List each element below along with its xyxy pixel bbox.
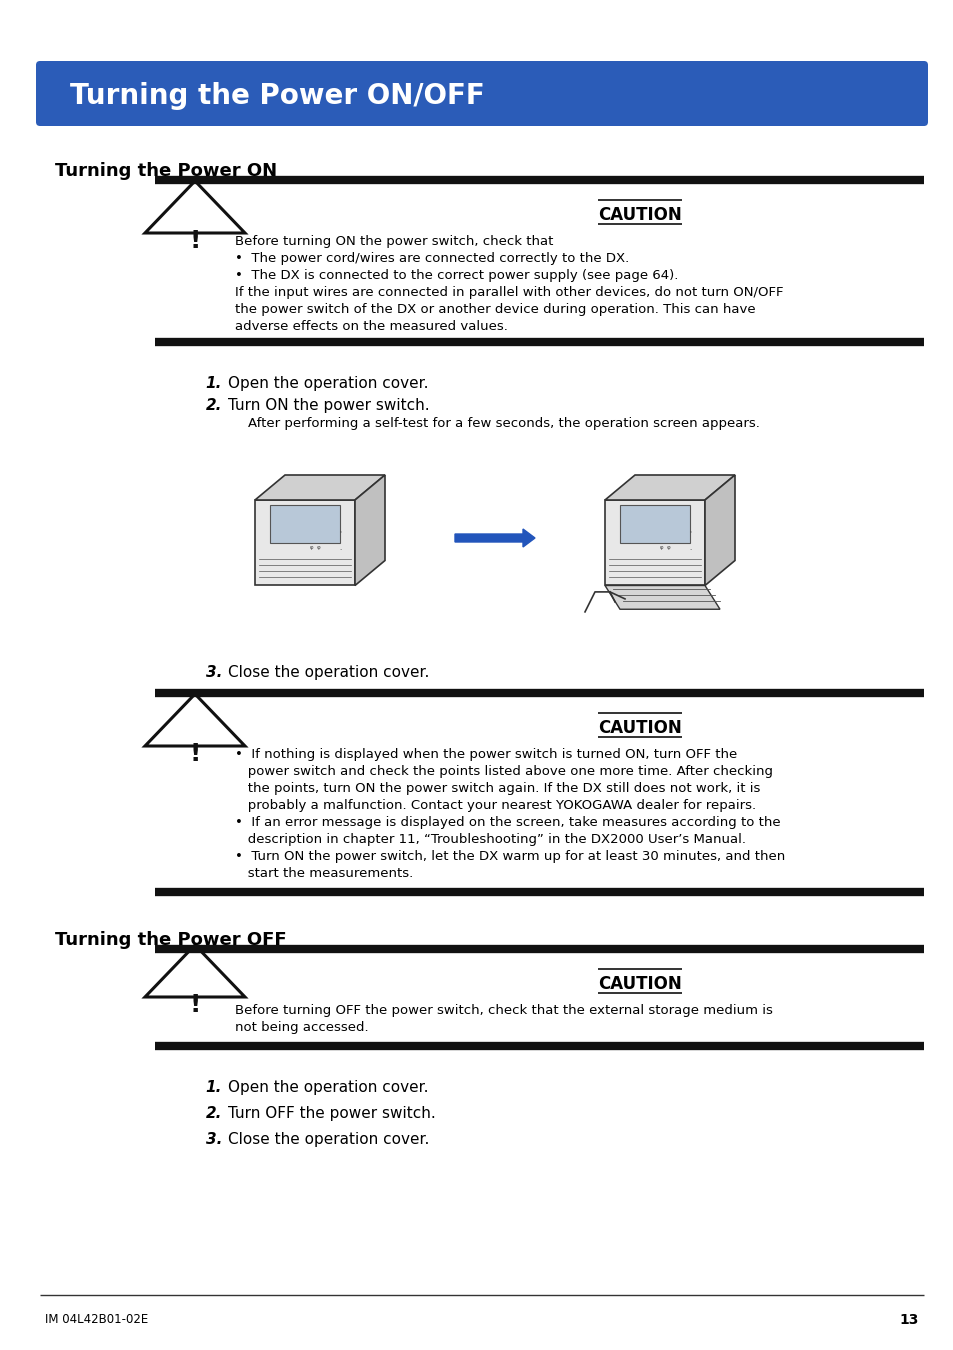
Text: IM 04L42B01-02E: IM 04L42B01-02E	[45, 1314, 148, 1326]
Text: !: !	[189, 743, 200, 765]
Text: Before turning ON the power switch, check that: Before turning ON the power switch, chec…	[234, 235, 553, 248]
Polygon shape	[704, 475, 734, 586]
Polygon shape	[270, 505, 339, 543]
Text: Turning the Power OFF: Turning the Power OFF	[55, 931, 286, 949]
Text: description in chapter 11, “Troubleshooting” in the DX2000 User’s Manual.: description in chapter 11, “Troubleshoot…	[234, 833, 745, 846]
Text: probably a malfunction. Contact your nearest YOKOGAWA dealer for repairs.: probably a malfunction. Contact your nea…	[234, 799, 756, 811]
Text: Open the operation cover.: Open the operation cover.	[228, 377, 428, 392]
Polygon shape	[254, 500, 355, 586]
Text: •  The DX is connected to the correct power supply (see page 64).: • The DX is connected to the correct pow…	[234, 269, 678, 282]
Text: ': '	[688, 531, 690, 536]
Text: start the measurements.: start the measurements.	[234, 867, 413, 880]
Text: 1.: 1.	[206, 1080, 222, 1095]
Text: φ  φ: φ φ	[310, 545, 320, 549]
Text: Before turning OFF the power switch, check that the external storage medium is: Before turning OFF the power switch, che…	[234, 1004, 772, 1017]
FancyArrow shape	[455, 529, 535, 547]
Polygon shape	[619, 505, 689, 543]
Text: !: !	[189, 994, 200, 1017]
Text: the power switch of the DX or another device during operation. This can have: the power switch of the DX or another de…	[234, 302, 755, 316]
Text: adverse effects on the measured values.: adverse effects on the measured values.	[234, 320, 507, 333]
Text: Turning the Power ON: Turning the Power ON	[55, 162, 276, 180]
Polygon shape	[254, 475, 385, 500]
Text: •  The power cord/wires are connected correctly to the DX.: • The power cord/wires are connected cor…	[234, 252, 629, 265]
Polygon shape	[604, 500, 704, 586]
Text: power switch and check the points listed above one more time. After checking: power switch and check the points listed…	[234, 765, 772, 778]
Text: Close the operation cover.: Close the operation cover.	[228, 1133, 429, 1147]
Text: •  If an error message is displayed on the screen, take measures according to th: • If an error message is displayed on th…	[234, 815, 780, 829]
Text: 2.: 2.	[206, 1106, 222, 1120]
FancyBboxPatch shape	[36, 61, 927, 126]
Text: Open the operation cover.: Open the operation cover.	[228, 1080, 428, 1095]
Text: the points, turn ON the power switch again. If the DX still does not work, it is: the points, turn ON the power switch aga…	[234, 782, 760, 795]
Text: 2.: 2.	[206, 398, 222, 413]
Text: CAUTION: CAUTION	[598, 975, 681, 994]
Polygon shape	[604, 475, 734, 500]
Text: ': '	[338, 531, 340, 536]
Text: •  Turn ON the power switch, let the DX warm up for at least 30 minutes, and the: • Turn ON the power switch, let the DX w…	[234, 850, 784, 863]
Text: 13: 13	[899, 1314, 918, 1327]
Polygon shape	[145, 694, 245, 747]
Text: 3.: 3.	[206, 666, 222, 680]
Text: !: !	[189, 230, 200, 252]
Text: Close the operation cover.: Close the operation cover.	[228, 666, 429, 680]
Text: CAUTION: CAUTION	[598, 207, 681, 224]
Text: If the input wires are connected in parallel with other devices, do not turn ON/: If the input wires are connected in para…	[234, 286, 782, 298]
Text: Turn ON the power switch.: Turn ON the power switch.	[228, 398, 429, 413]
Text: 1.: 1.	[206, 377, 222, 392]
Polygon shape	[604, 586, 720, 609]
Text: CAUTION: CAUTION	[598, 720, 681, 737]
Text: not being accessed.: not being accessed.	[234, 1021, 368, 1034]
Polygon shape	[145, 181, 245, 234]
Polygon shape	[145, 945, 245, 998]
Text: •  If nothing is displayed when the power switch is turned ON, turn OFF the: • If nothing is displayed when the power…	[234, 748, 737, 761]
Text: Turning the Power ON/OFF: Turning the Power ON/OFF	[70, 82, 484, 111]
Text: .: .	[688, 544, 690, 551]
Text: Turn OFF the power switch.: Turn OFF the power switch.	[228, 1106, 436, 1120]
Text: 3.: 3.	[206, 1133, 222, 1147]
Polygon shape	[355, 475, 385, 586]
Text: After performing a self-test for a few seconds, the operation screen appears.: After performing a self-test for a few s…	[248, 417, 760, 431]
Text: φ  φ: φ φ	[659, 545, 670, 549]
Text: .: .	[338, 544, 341, 551]
